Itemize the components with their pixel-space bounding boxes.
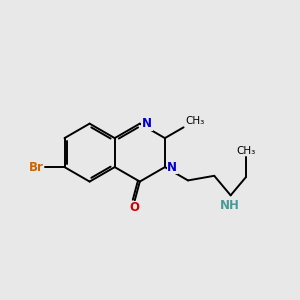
Text: NH: NH (220, 199, 240, 212)
Text: CH₃: CH₃ (236, 146, 256, 156)
Text: Br: Br (29, 160, 44, 174)
Text: O: O (130, 201, 140, 214)
Text: N: N (167, 160, 177, 174)
Text: N: N (142, 117, 152, 130)
Text: CH₃: CH₃ (185, 116, 204, 126)
